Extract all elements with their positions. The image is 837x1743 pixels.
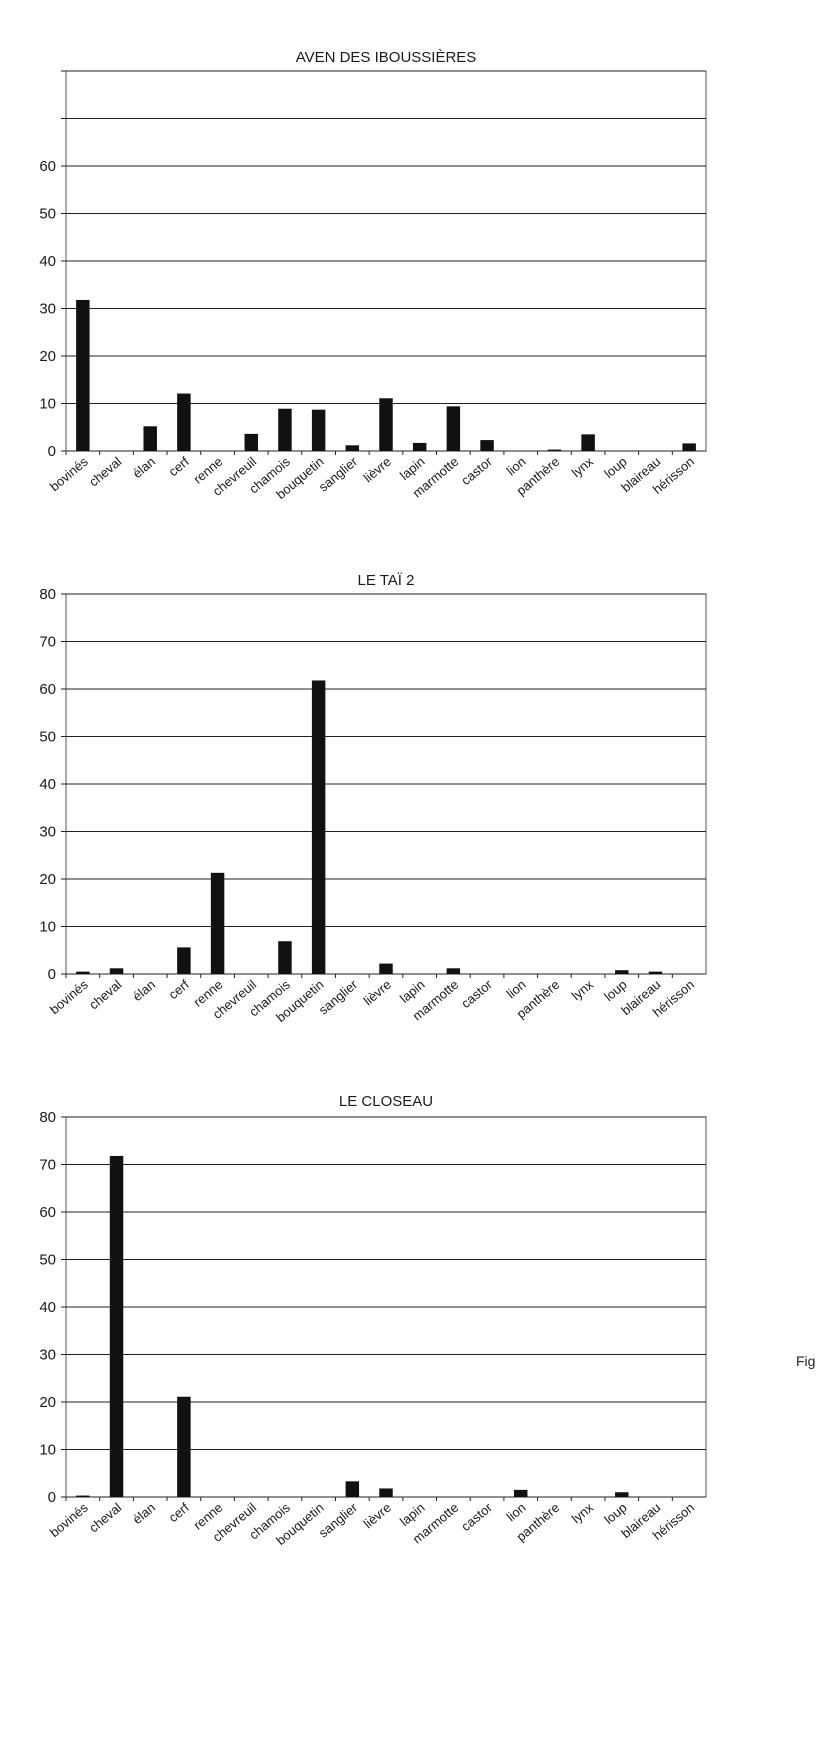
bar-cerf: [177, 393, 191, 451]
x-category-label: élan: [130, 454, 158, 481]
y-tick-label: 40: [39, 776, 56, 793]
bar-élan: [143, 426, 157, 451]
bar-lièvre: [379, 398, 393, 451]
x-category-label: lynx: [569, 453, 597, 480]
y-tick-label: 70: [39, 634, 56, 651]
y-tick-label: 50: [39, 1252, 56, 1269]
y-tick-label: 10: [39, 396, 56, 413]
bar-cerf: [177, 947, 191, 974]
y-tick-label: 70: [39, 1157, 56, 1174]
y-tick-label: 0: [48, 443, 56, 460]
x-category-label: sanglier: [316, 1499, 361, 1540]
y-tick-label: 30: [39, 1347, 56, 1364]
x-category-label: lièvre: [360, 454, 393, 485]
bar-sanglier: [345, 1481, 360, 1497]
figure-caption-fragment: Fig: [796, 1353, 816, 1369]
x-category-label: élan: [130, 977, 158, 1004]
y-tick-label: 80: [39, 1109, 56, 1126]
y-tick-label: 30: [39, 824, 56, 841]
y-tick-label: 40: [39, 1299, 56, 1316]
y-tick-label: 10: [39, 919, 56, 936]
y-tick-label: 60: [39, 1204, 56, 1221]
bar-loup: [615, 970, 629, 974]
bar-marmotte: [446, 968, 461, 974]
bar-bouquetin: [311, 409, 326, 451]
bar-cerf: [177, 1396, 191, 1497]
y-tick-label: 60: [39, 158, 56, 175]
y-tick-label: 0: [48, 1489, 56, 1506]
y-tick-label: 50: [39, 206, 56, 223]
x-category-label: lion: [504, 454, 529, 479]
bar-lion: [514, 1489, 528, 1497]
bar-lynx: [581, 434, 595, 451]
bar-castor: [480, 440, 494, 451]
y-tick-label: 20: [39, 348, 56, 365]
bar-renne: [210, 872, 225, 974]
bar-cheval: [109, 1155, 124, 1497]
x-category-label: cheval: [86, 454, 125, 490]
bar-bovinés: [76, 1495, 90, 1497]
y-tick-label: 10: [39, 1442, 56, 1459]
x-category-label: cerf: [166, 977, 193, 1003]
bar-lapin: [412, 442, 427, 451]
bar-chamois: [278, 408, 292, 451]
chart-title: LE TAÏ 2: [358, 572, 415, 589]
y-tick-label: 40: [39, 253, 56, 270]
bar-hérisson: [682, 443, 696, 451]
bar-cheval: [109, 968, 124, 974]
x-category-label: lion: [504, 1500, 529, 1525]
bar-loup: [615, 1492, 629, 1497]
y-tick-label: 30: [39, 301, 56, 318]
y-tick-label: 0: [48, 966, 56, 983]
y-tick-label: 20: [39, 1394, 56, 1411]
chart-title: AVEN DES IBOUSSIÈRES: [296, 49, 477, 66]
bar-bovinés: [76, 299, 90, 451]
x-category-label: cerf: [166, 1500, 193, 1526]
x-category-label: sanglier: [316, 976, 361, 1017]
x-category-label: sanglier: [316, 453, 361, 494]
bar-lièvre: [379, 963, 393, 974]
y-tick-label: 60: [39, 681, 56, 698]
x-category-label: cheval: [86, 977, 125, 1013]
chart-title: LE CLOSEAU: [339, 1093, 433, 1110]
bar-bovinés: [76, 971, 90, 974]
x-category-label: cerf: [166, 454, 193, 480]
x-category-label: lion: [504, 977, 529, 1002]
x-category-label: castor: [458, 976, 495, 1011]
bar-marmotte: [446, 406, 461, 451]
y-tick-label: 20: [39, 871, 56, 888]
x-category-label: élan: [130, 1500, 158, 1527]
x-category-label: lièvre: [360, 1500, 393, 1531]
bar-blaireau: [648, 971, 663, 974]
y-tick-label: 80: [39, 586, 56, 603]
bar-chevreuil: [244, 433, 258, 451]
bar-panthère: [547, 449, 562, 451]
x-category-label: lièvre: [360, 977, 393, 1008]
bar-lièvre: [379, 1488, 393, 1497]
bar-sanglier: [345, 445, 360, 451]
x-category-label: lynx: [569, 976, 597, 1003]
bar-bouquetin: [311, 680, 326, 974]
bar-chamois: [278, 941, 292, 974]
x-category-label: castor: [458, 453, 495, 488]
x-category-label: castor: [458, 1499, 495, 1534]
x-category-label: lynx: [569, 1499, 597, 1526]
x-category-label: cheval: [86, 1500, 125, 1536]
y-tick-label: 50: [39, 729, 56, 746]
